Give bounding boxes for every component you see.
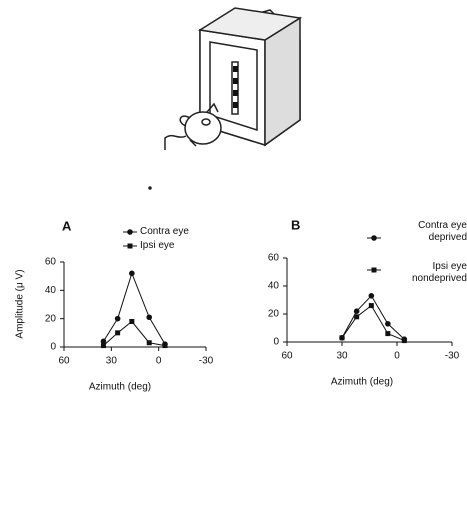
x-axis-label: Azimuth (deg) (89, 382, 151, 393)
y-axis-label: Amplitude (μ V) (15, 269, 26, 338)
legend-label: Ipsi eye nondeprived (411, 261, 467, 284)
marker (162, 343, 168, 349)
marker (368, 303, 374, 309)
y-tick-label: 60 (268, 253, 280, 264)
x-tick-label: 0 (156, 356, 162, 367)
marker (354, 314, 360, 320)
marker (368, 293, 375, 299)
legend-label: Contra eye deprived (418, 220, 467, 243)
y-tick-label: 20 (268, 309, 280, 320)
marker (115, 330, 121, 336)
y-tick-label: 0 (273, 337, 279, 348)
marker (385, 321, 391, 327)
x-tick-label: -30 (199, 356, 214, 367)
series-line (341, 304, 405, 342)
y-tick-label: 40 (268, 281, 280, 292)
panel-title: B (291, 217, 300, 232)
x-tick-label: 0 (394, 351, 400, 362)
marker (100, 343, 106, 349)
marker (100, 338, 107, 345)
marker (401, 338, 407, 344)
y-tick-label: 40 (45, 285, 57, 296)
x-tick-label: -30 (445, 351, 460, 362)
x-axis-label: Azimuth (deg) (331, 377, 393, 388)
legend-marker (127, 229, 133, 235)
illustration (148, 7, 303, 190)
x-tick-label: 30 (106, 356, 118, 367)
legend-label: Ipsi eye (140, 240, 175, 251)
panel-title: A (62, 218, 72, 233)
marker (114, 315, 121, 322)
legend-marker (371, 267, 377, 273)
marker (385, 331, 391, 337)
x-tick-label: 60 (58, 356, 70, 367)
marker (339, 335, 345, 341)
marker (146, 314, 152, 321)
legend-label: Contra eye (140, 226, 189, 237)
legend-marker (127, 243, 133, 249)
y-tick-label: 20 (45, 313, 57, 324)
series-line (103, 271, 166, 345)
x-tick-label: 30 (336, 351, 348, 362)
y-tick-label: 0 (50, 342, 56, 353)
legend-marker (371, 235, 377, 241)
x-tick-label: 60 (281, 351, 293, 362)
marker (146, 340, 152, 346)
series-line (341, 294, 405, 340)
marker (353, 308, 360, 315)
series-line (103, 320, 166, 347)
marker (129, 319, 135, 324)
marker (129, 270, 135, 277)
y-tick-label: 60 (45, 257, 57, 268)
